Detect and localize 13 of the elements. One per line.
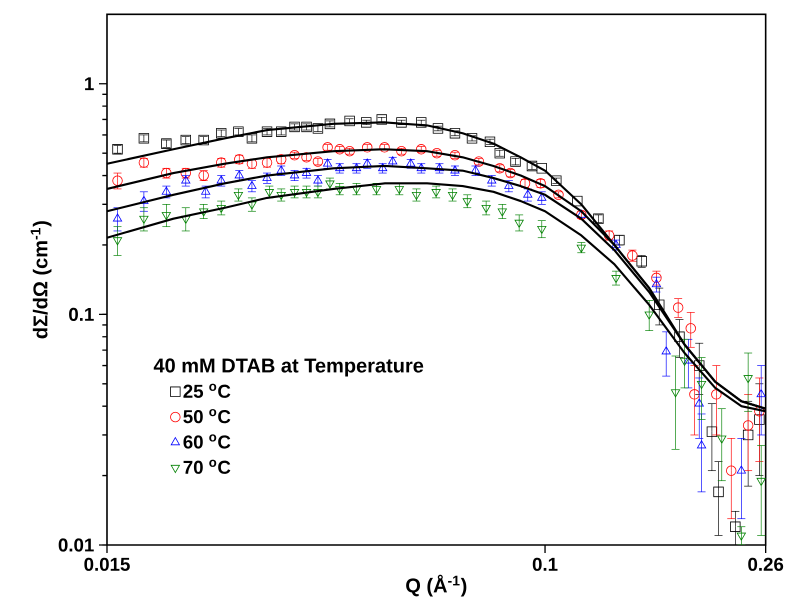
legend-label: 70 $^{o}$C [184,460,230,474]
y-axis-title: dΣ/dΩ (cm$^{-1}$) [30,221,52,338]
legend-label: 50 $^{o}$C [183,409,230,424]
x-axis-title: Q (Å$^{-1}$) [406,574,466,597]
x-tick-label: 0.015 [84,558,130,571]
x-tick-label: 0.1 [532,558,558,571]
y-tick-label: 0.01 [58,538,94,552]
legend-label: 60 $^{o}$C [183,434,230,449]
legend-title: 40 mM DTAB at Temperature [154,358,424,377]
y-tick-label: 0.1 [69,308,94,321]
y-tick-label: 1 [85,77,94,90]
legend-label: 25 $^{o}$C [183,384,230,398]
x-tick-label: 0.26 [748,558,784,571]
